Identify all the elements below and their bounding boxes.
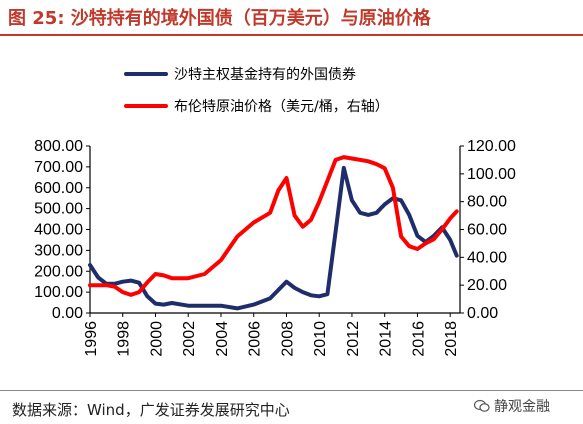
- watermark: 静观金融: [474, 396, 550, 416]
- y-left-tick-label: 500.00: [34, 201, 83, 218]
- y-left-tick-label: 0.00: [52, 305, 83, 322]
- title-divider: [0, 34, 583, 36]
- x-tick-label: 2010: [312, 321, 329, 357]
- series-line-1: [88, 155, 459, 297]
- x-tick-label: 2014: [378, 321, 395, 357]
- figure-title: 图 25: 沙特持有的境外国债（百万美元）与原油价格: [8, 8, 431, 29]
- source-note: 数据来源：Wind，广发证券发展研究中心: [12, 401, 290, 419]
- series-lines: [88, 155, 459, 311]
- x-tick-label: 1998: [116, 321, 133, 357]
- x-tick-label: 2016: [410, 321, 427, 357]
- x-tick-label: 2006: [247, 321, 264, 357]
- legend-label-1: 布伦特原油价格（美元/桶，右轴）: [174, 99, 389, 115]
- x-tick-label: 2002: [181, 321, 198, 357]
- y-right-tick-label: 100.00: [467, 166, 516, 183]
- y-left-tick-label: 100.00: [34, 284, 83, 301]
- x-tick-label: 2004: [214, 321, 231, 357]
- x-tick-label: 2018: [443, 321, 460, 357]
- y-left-tick-label: 300.00: [34, 242, 83, 259]
- legend-label-0: 沙特主权基金持有的外国债券: [174, 66, 356, 83]
- y-right-tick-label: 0.00: [467, 305, 498, 322]
- y-left-tick-label: 200.00: [34, 263, 83, 280]
- y-left-tick-label: 700.00: [34, 159, 83, 176]
- x-tick-label: 2000: [148, 321, 165, 357]
- y-left-tick-label: 800.00: [34, 138, 83, 155]
- wechat-icon: [474, 399, 490, 412]
- y-right-tick-label: 20.00: [467, 277, 507, 294]
- x-tick-label: 2008: [279, 321, 296, 357]
- y-right-tick-label: 80.00: [467, 194, 507, 211]
- y-right-tick-label: 60.00: [467, 222, 507, 239]
- y-left-tick-label: 400.00: [34, 222, 83, 239]
- source-divider: [0, 390, 583, 391]
- y-right-tick-label: 120.00: [467, 138, 516, 155]
- y-left-tick-label: 600.00: [34, 180, 83, 197]
- x-tick-label: 2012: [345, 321, 362, 357]
- axes: 0.00 100.00 200.00 300.00 400.00 500.00 600.00…: [34, 138, 516, 357]
- x-tick-label: 1996: [83, 321, 100, 357]
- y-right-tick-label: 40.00: [467, 249, 507, 266]
- watermark-text: 静观金融: [494, 399, 550, 415]
